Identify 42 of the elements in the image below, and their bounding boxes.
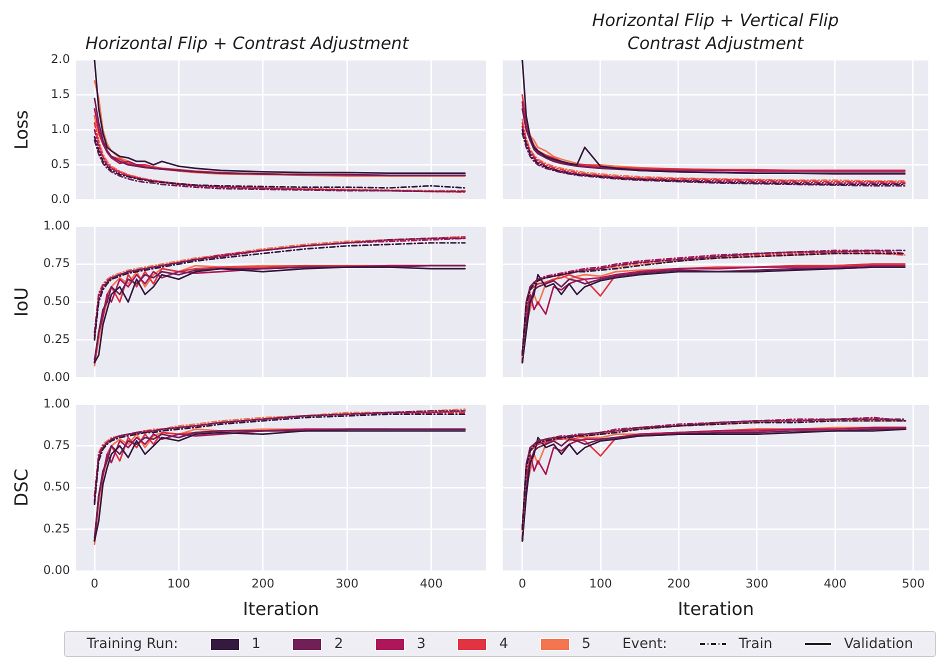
legend-label: 3 xyxy=(416,636,426,652)
y-tick-label: 0.25 xyxy=(43,332,70,346)
legend-title: Training Run: xyxy=(86,636,178,652)
x-tick-label: 0 xyxy=(90,576,98,590)
x-tick-label: 300 xyxy=(746,576,768,590)
legend-label: 1 xyxy=(252,636,261,652)
legend-label: 5 xyxy=(582,636,591,652)
x-tick-label: 100 xyxy=(167,576,190,590)
y-axis-title: IoU xyxy=(11,287,32,317)
legend-label: 2 xyxy=(334,636,344,652)
chart-title: Horizontal Flip + Contrast Adjustment xyxy=(85,34,410,54)
text: Validation xyxy=(844,636,914,652)
x-tick-label: 200 xyxy=(667,576,690,590)
x-axis-title: Iteration xyxy=(242,598,320,620)
y-tick-label: 0.00 xyxy=(43,563,70,578)
y-tick-label: 1.5 xyxy=(50,87,70,102)
y-tick-label: 0.5 xyxy=(50,156,70,171)
y-tick-label: 1.00 xyxy=(43,396,70,410)
y-tick-label: 0.00 xyxy=(43,370,70,384)
x-tick-label: 0 xyxy=(518,576,526,590)
x-tick-label: 400 xyxy=(824,576,847,590)
x-tick-label: 100 xyxy=(589,576,612,590)
x-tick-label: 400 xyxy=(420,576,443,590)
x-axis-title: Iteration xyxy=(678,598,754,620)
legend-label: 4 xyxy=(499,636,508,652)
x-tick-label: 200 xyxy=(251,576,274,590)
y-tick-label: 1.0 xyxy=(50,122,70,136)
y-tick-label: 0.75 xyxy=(43,256,70,270)
y-axis-title: Loss xyxy=(11,110,32,150)
y-tick-label: 1.00 xyxy=(43,218,70,232)
y-tick-label: 0.50 xyxy=(43,480,70,494)
y-tick-label: 0.0 xyxy=(50,192,70,206)
y-tick-label: 2.0 xyxy=(50,52,70,66)
y-tick-label: 0.25 xyxy=(43,521,70,536)
x-tick-label: 300 xyxy=(336,576,359,590)
x-tick-label: 500 xyxy=(902,576,925,590)
text: Train xyxy=(738,636,772,652)
y-tick-label: 0.50 xyxy=(43,294,70,308)
chart-title: Horizontal Flip + Vertical Flip Contrast Adjustment xyxy=(592,10,840,54)
y-axis-title: DSC xyxy=(11,468,32,507)
y-tick-label: 0.75 xyxy=(43,438,70,452)
text: Event: xyxy=(622,636,668,652)
